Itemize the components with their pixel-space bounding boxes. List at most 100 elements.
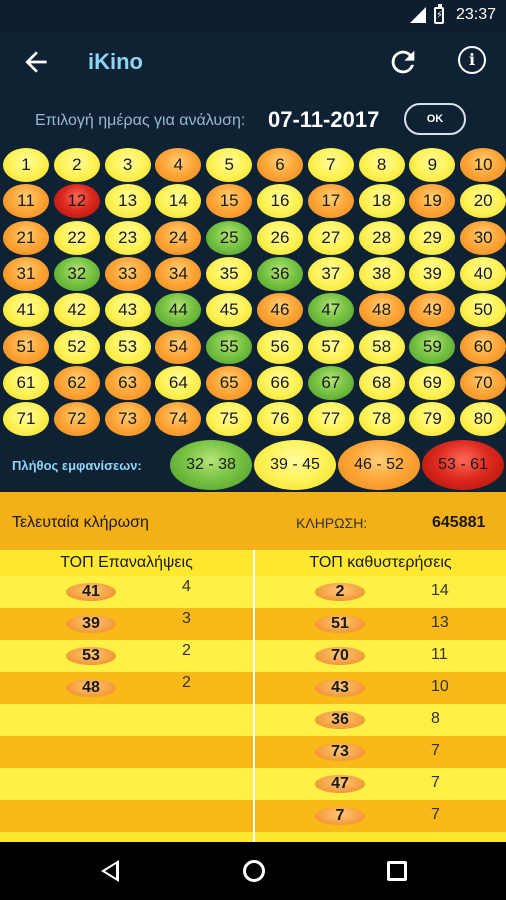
number-ball-34[interactable]: 34 bbox=[155, 256, 202, 291]
number-ball-30[interactable]: 30 bbox=[460, 220, 506, 255]
number-ball-9[interactable]: 9 bbox=[409, 148, 456, 182]
number-ball-54[interactable]: 54 bbox=[155, 329, 202, 364]
number-ball-75[interactable]: 75 bbox=[206, 402, 253, 437]
number-ball-62[interactable]: 62 bbox=[53, 365, 100, 400]
number-ball-60[interactable]: 60 bbox=[460, 329, 506, 364]
delay-number: 70 bbox=[315, 647, 365, 665]
last-draw-label: Τελευταία κλήρωση bbox=[12, 514, 149, 531]
number-ball-3[interactable]: 3 bbox=[104, 148, 151, 182]
number-ball-13[interactable]: 13 bbox=[104, 184, 151, 219]
number-ball-20[interactable]: 20 bbox=[460, 184, 506, 219]
number-ball-23[interactable]: 23 bbox=[104, 220, 151, 255]
number-ball-7[interactable]: 7 bbox=[307, 148, 354, 182]
number-ball-17[interactable]: 17 bbox=[307, 184, 354, 219]
number-ball-70[interactable]: 70 bbox=[460, 365, 506, 400]
number-ball-55[interactable]: 55 bbox=[206, 329, 253, 364]
number-ball-8[interactable]: 8 bbox=[358, 148, 405, 182]
number-ball-78[interactable]: 78 bbox=[358, 402, 405, 437]
number-ball-28[interactable]: 28 bbox=[358, 220, 405, 255]
number-ball-32[interactable]: 32 bbox=[53, 256, 100, 291]
number-ball-65[interactable]: 65 bbox=[206, 365, 253, 400]
number-ball-63[interactable]: 63 bbox=[104, 365, 151, 400]
number-ball-18[interactable]: 18 bbox=[358, 184, 405, 219]
number-ball-43[interactable]: 43 bbox=[104, 293, 151, 328]
number-ball-31[interactable]: 31 bbox=[3, 256, 49, 291]
number-ball-57[interactable]: 57 bbox=[307, 329, 354, 364]
number-ball-25[interactable]: 25 bbox=[206, 220, 253, 255]
number-ball-2[interactable]: 2 bbox=[53, 148, 100, 182]
number-ball-73[interactable]: 73 bbox=[104, 402, 151, 437]
number-ball-37[interactable]: 37 bbox=[307, 256, 354, 291]
number-ball-80[interactable]: 80 bbox=[460, 402, 506, 437]
number-ball-11[interactable]: 11 bbox=[3, 184, 49, 219]
number-ball-46[interactable]: 46 bbox=[257, 293, 303, 328]
info-icon[interactable]: i bbox=[458, 46, 486, 74]
number-ball-79[interactable]: 79 bbox=[409, 402, 456, 437]
number-ball-48[interactable]: 48 bbox=[358, 293, 405, 328]
number-ball-77[interactable]: 77 bbox=[307, 402, 354, 437]
number-ball-58[interactable]: 58 bbox=[358, 329, 405, 364]
number-ball-24[interactable]: 24 bbox=[155, 220, 202, 255]
number-ball-40[interactable]: 40 bbox=[460, 256, 506, 291]
number-ball-72[interactable]: 72 bbox=[53, 402, 100, 437]
number-ball-39[interactable]: 39 bbox=[409, 256, 456, 291]
number-ball-21[interactable]: 21 bbox=[3, 220, 49, 255]
number-ball-61[interactable]: 61 bbox=[3, 365, 49, 400]
number-ball-29[interactable]: 29 bbox=[409, 220, 456, 255]
number-ball-19[interactable]: 19 bbox=[409, 184, 456, 219]
ok-button[interactable]: OK bbox=[404, 103, 466, 135]
number-ball-1[interactable]: 1 bbox=[3, 148, 49, 182]
refresh-icon[interactable] bbox=[386, 45, 420, 79]
number-ball-22[interactable]: 22 bbox=[53, 220, 100, 255]
number-ball-53[interactable]: 53 bbox=[104, 329, 151, 364]
number-ball-45[interactable]: 45 bbox=[206, 293, 253, 328]
nav-home-icon[interactable] bbox=[243, 860, 265, 882]
number-ball-49[interactable]: 49 bbox=[409, 293, 456, 328]
number-ball-4[interactable]: 4 bbox=[155, 148, 202, 182]
number-ball-15[interactable]: 15 bbox=[206, 184, 253, 219]
number-ball-35[interactable]: 35 bbox=[206, 256, 253, 291]
number-ball-12[interactable]: 12 bbox=[53, 184, 100, 219]
number-ball-10[interactable]: 10 bbox=[460, 148, 506, 182]
number-ball-66[interactable]: 66 bbox=[257, 365, 303, 400]
number-ball-68[interactable]: 68 bbox=[358, 365, 405, 400]
number-ball-52[interactable]: 52 bbox=[53, 329, 100, 364]
top-repeats-row: 41 4 bbox=[0, 576, 253, 608]
number-ball-38[interactable]: 38 bbox=[358, 256, 405, 291]
number-ball-5[interactable]: 5 bbox=[206, 148, 253, 182]
number-ball-67[interactable]: 67 bbox=[307, 365, 354, 400]
number-ball-14[interactable]: 14 bbox=[155, 184, 202, 219]
number-ball-6[interactable]: 6 bbox=[257, 148, 303, 182]
number-ball-33[interactable]: 33 bbox=[104, 256, 151, 291]
number-ball-47[interactable]: 47 bbox=[307, 293, 354, 328]
navigation-bar bbox=[0, 842, 506, 900]
nav-recent-apps-icon[interactable] bbox=[387, 861, 407, 881]
number-ball-64[interactable]: 64 bbox=[155, 365, 202, 400]
number-ball-69[interactable]: 69 bbox=[409, 365, 456, 400]
number-ball-56[interactable]: 56 bbox=[257, 329, 303, 364]
number-ball-51[interactable]: 51 bbox=[3, 329, 49, 364]
delay-count: 11 bbox=[431, 646, 448, 663]
number-ball-74[interactable]: 74 bbox=[155, 402, 202, 437]
delay-number: 51 bbox=[315, 615, 365, 633]
repeat-count: 4 bbox=[182, 578, 191, 595]
number-ball-42[interactable]: 42 bbox=[53, 293, 100, 328]
number-ball-27[interactable]: 27 bbox=[307, 220, 354, 255]
number-ball-71[interactable]: 71 bbox=[3, 402, 49, 437]
number-ball-41[interactable]: 41 bbox=[3, 293, 49, 328]
repeat-count: 2 bbox=[182, 642, 191, 659]
back-arrow-icon[interactable] bbox=[20, 46, 52, 78]
number-ball-26[interactable]: 26 bbox=[257, 220, 303, 255]
number-ball-50[interactable]: 50 bbox=[460, 293, 506, 328]
repeat-number: 39 bbox=[66, 615, 116, 633]
date-value[interactable]: 07-11-2017 bbox=[268, 107, 380, 132]
number-ball-36[interactable]: 36 bbox=[257, 256, 303, 291]
number-ball-59[interactable]: 59 bbox=[409, 329, 456, 364]
nav-back-icon[interactable] bbox=[101, 860, 119, 882]
frequency-legend: Πλήθος εμφανίσεων: 32 - 38 39 - 45 46 - 52… bbox=[0, 436, 506, 492]
number-ball-76[interactable]: 76 bbox=[257, 402, 303, 437]
number-ball-16[interactable]: 16 bbox=[257, 184, 303, 219]
battery-icon: ⚡ bbox=[433, 3, 444, 24]
number-ball-44[interactable]: 44 bbox=[155, 293, 202, 328]
top-repeats-header: ΤΟΠ Επαναλήψεις bbox=[60, 554, 193, 571]
